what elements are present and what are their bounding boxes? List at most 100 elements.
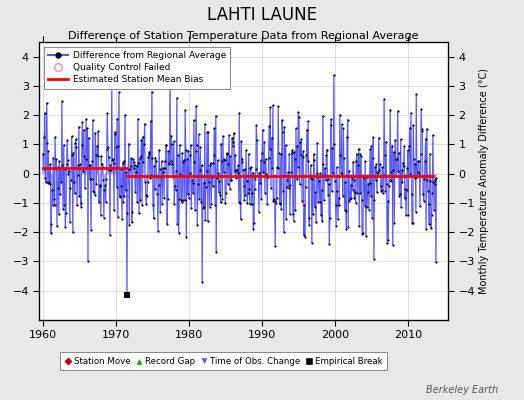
Point: [264, 174, 272, 180]
Point: [208, 174, 216, 180]
Point: [133, 198, 141, 205]
Point: [425, 151, 434, 157]
Point: [409, 220, 417, 227]
Point: [80, 126, 88, 133]
Point: [260, 138, 268, 145]
Point: [374, 170, 383, 176]
Point: [46, 181, 54, 188]
Point: [380, 96, 388, 102]
Point: [129, 156, 137, 163]
Point: [48, 186, 56, 193]
Point: [392, 173, 400, 180]
Point: [110, 160, 118, 166]
Point: [224, 181, 232, 187]
Point: [292, 176, 301, 182]
Point: [236, 200, 244, 207]
Point: [253, 137, 261, 144]
Point: [232, 174, 240, 181]
Point: [136, 154, 144, 161]
Point: [422, 125, 431, 132]
Point: [134, 115, 142, 122]
Point: [171, 187, 180, 193]
Point: [322, 152, 331, 158]
Point: [190, 117, 198, 123]
Point: [271, 243, 279, 249]
Point: [361, 202, 369, 209]
Point: [324, 192, 332, 198]
Point: [379, 190, 387, 197]
Point: [316, 170, 324, 176]
Point: [416, 202, 424, 209]
Point: [318, 187, 326, 194]
Point: [192, 102, 200, 109]
Point: [388, 242, 397, 248]
Point: [199, 204, 207, 211]
Point: [391, 156, 400, 163]
Point: [51, 166, 60, 172]
Point: [366, 146, 374, 152]
Point: [178, 199, 186, 205]
Point: [166, 68, 174, 74]
Point: [57, 179, 66, 186]
Point: [364, 180, 373, 187]
Point: [176, 142, 184, 148]
Point: [227, 177, 235, 183]
Point: [282, 184, 291, 190]
Point: [389, 166, 398, 173]
Point: [212, 248, 221, 255]
Point: [50, 196, 58, 202]
Point: [94, 128, 103, 134]
Point: [373, 169, 381, 175]
Point: [43, 180, 52, 187]
Point: [223, 150, 231, 156]
Point: [411, 160, 419, 167]
Point: [221, 157, 229, 163]
Point: [303, 158, 312, 165]
Point: [399, 163, 408, 170]
Point: [365, 180, 374, 186]
Point: [55, 158, 63, 164]
Point: [393, 156, 401, 162]
Point: [92, 152, 100, 158]
Point: [391, 137, 399, 143]
Point: [133, 163, 141, 169]
Point: [243, 178, 251, 184]
Point: [261, 156, 270, 162]
Legend: Station Move, Record Gap, Time of Obs. Change, Empirical Break: Station Move, Record Gap, Time of Obs. C…: [60, 352, 387, 370]
Point: [180, 197, 189, 203]
Point: [221, 200, 230, 206]
Point: [149, 215, 158, 222]
Point: [80, 153, 89, 159]
Point: [308, 176, 316, 182]
Point: [187, 205, 195, 212]
Point: [141, 179, 149, 186]
Point: [154, 228, 162, 234]
Point: [230, 130, 238, 136]
Point: [140, 120, 149, 127]
Point: [241, 192, 249, 198]
Point: [307, 175, 315, 182]
Point: [345, 198, 354, 204]
Point: [145, 148, 154, 155]
Point: [209, 160, 217, 166]
Point: [248, 190, 256, 196]
Point: [285, 151, 293, 158]
Point: [254, 173, 263, 180]
Point: [124, 166, 132, 172]
Point: [191, 148, 200, 154]
Point: [329, 170, 337, 176]
Point: [121, 192, 129, 199]
Point: [372, 161, 380, 167]
Point: [232, 166, 241, 173]
Point: [415, 171, 423, 177]
Point: [431, 177, 440, 183]
Point: [238, 158, 246, 165]
Point: [245, 186, 253, 192]
Point: [319, 113, 327, 120]
Point: [281, 173, 289, 179]
Point: [144, 178, 152, 185]
Point: [129, 159, 138, 166]
Point: [413, 168, 422, 175]
Point: [247, 201, 256, 208]
Point: [165, 160, 173, 166]
